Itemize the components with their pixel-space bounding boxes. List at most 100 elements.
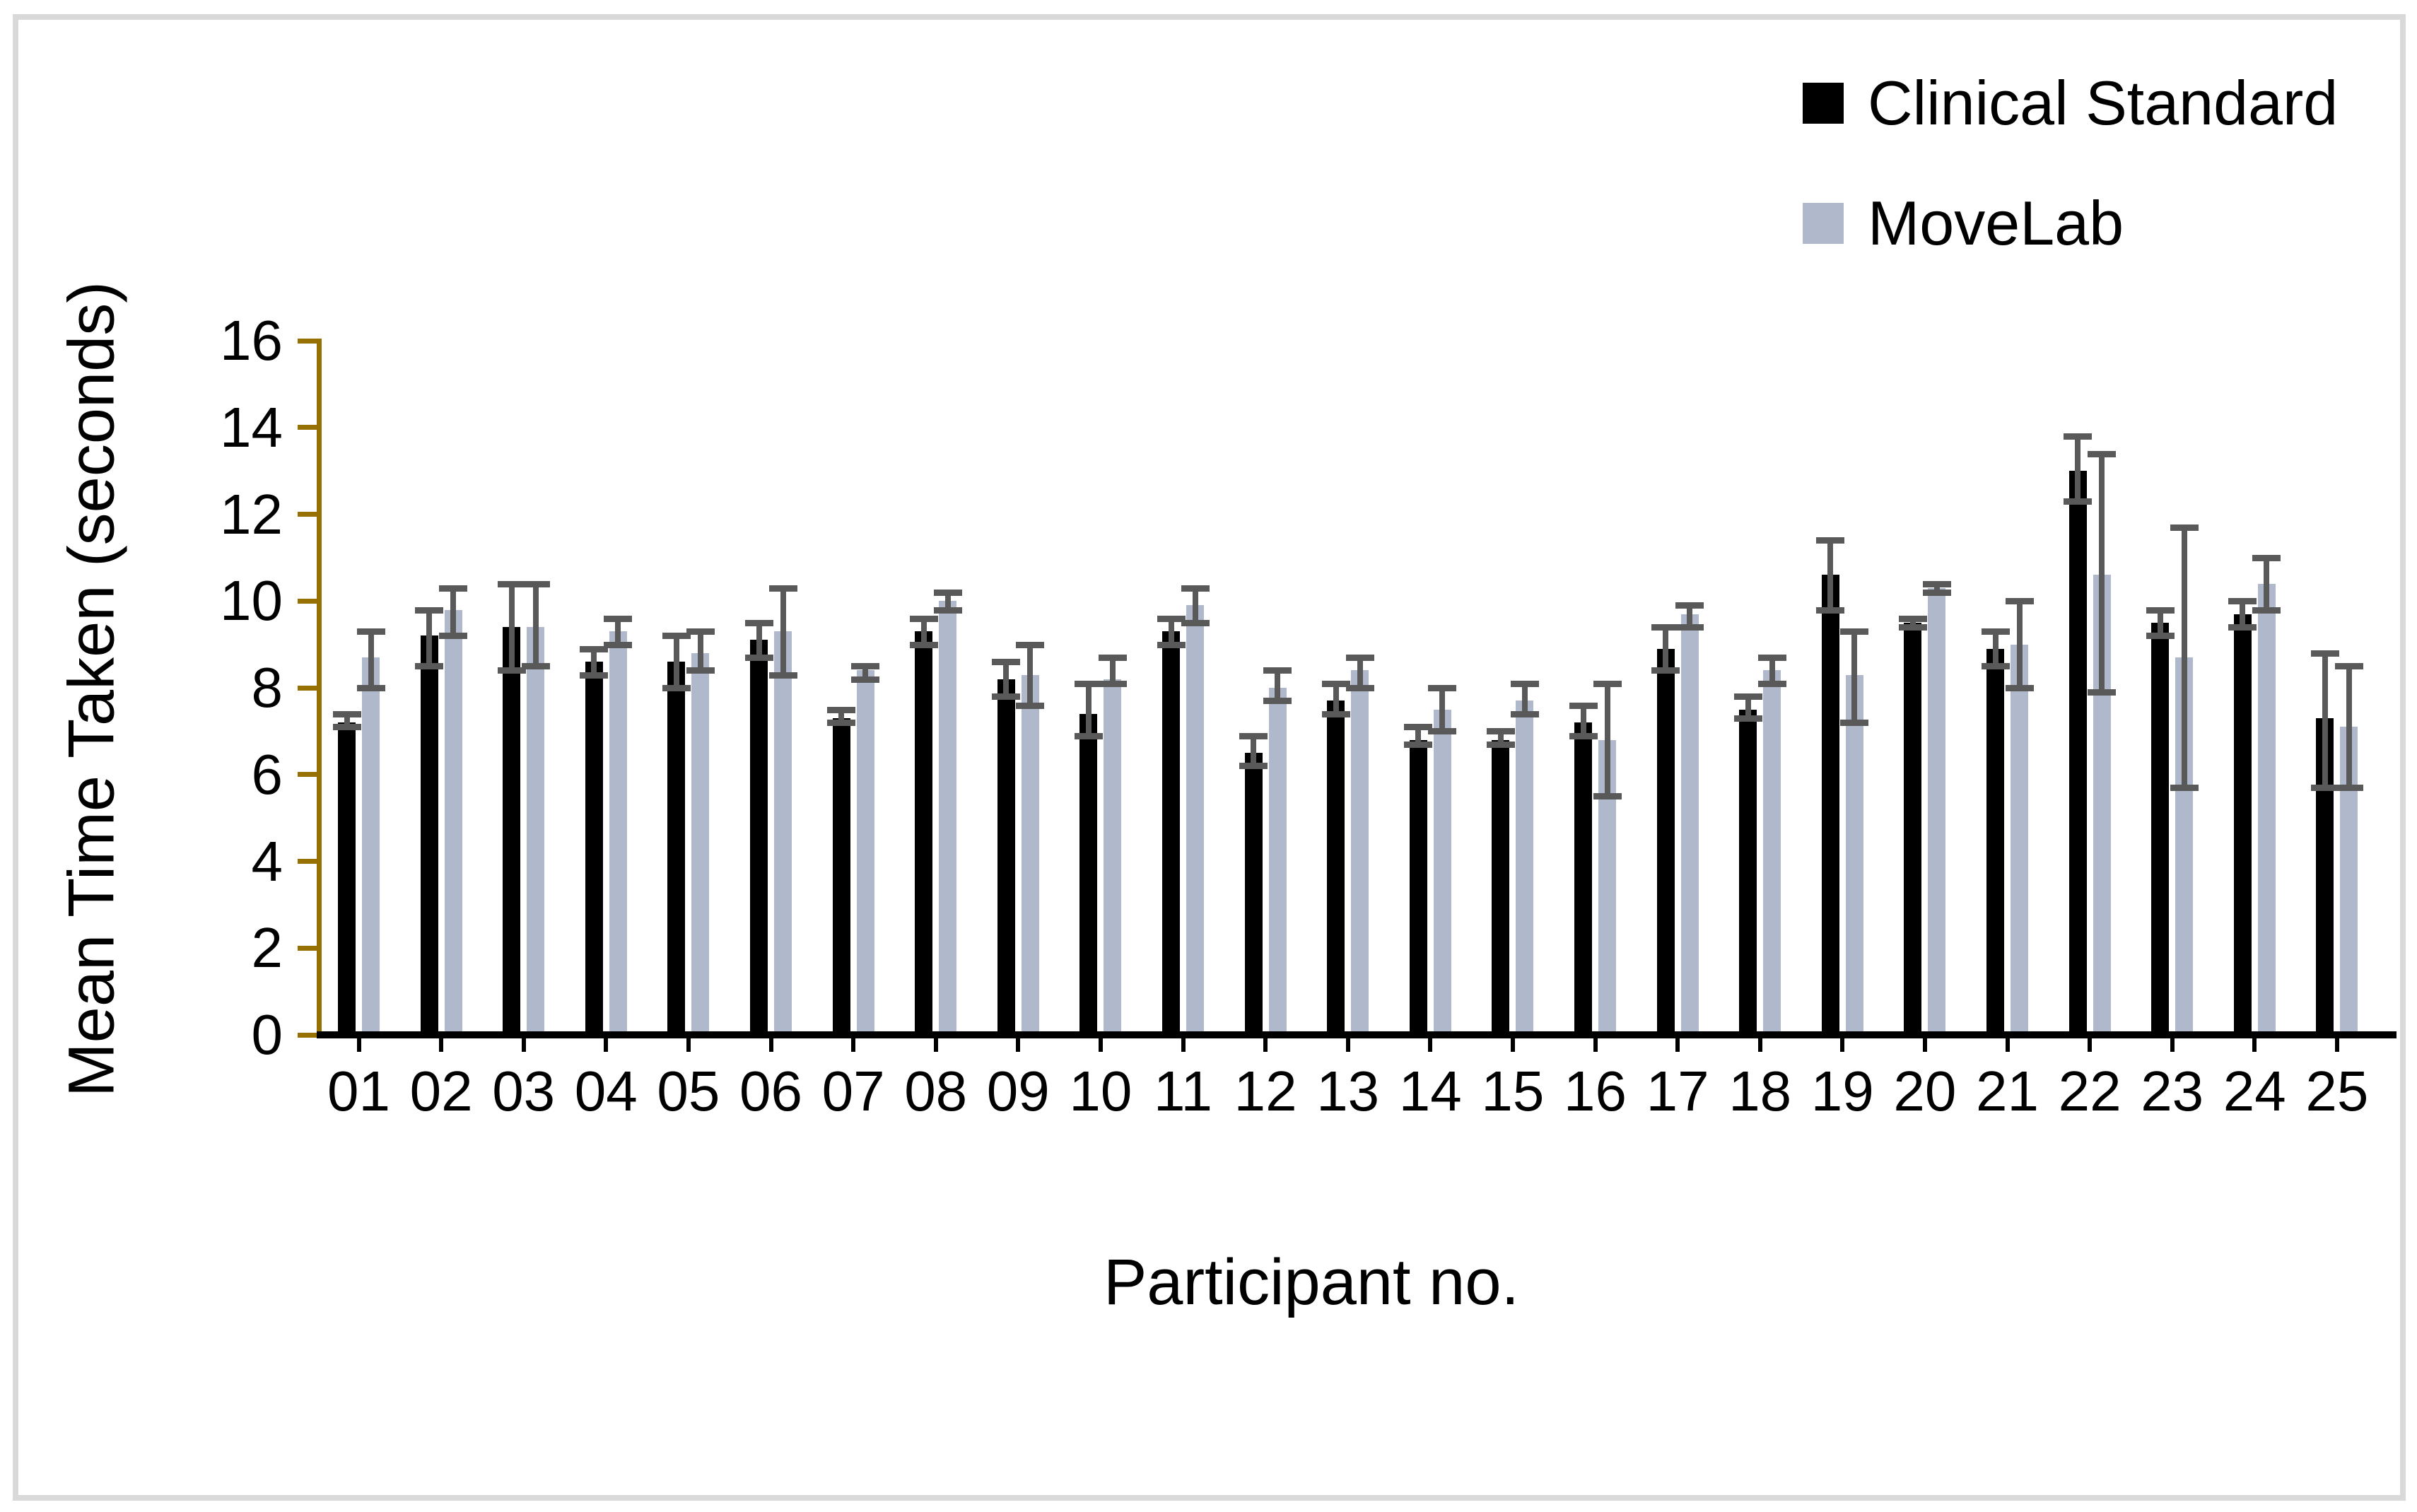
- x-tick-label: 01: [327, 1060, 390, 1123]
- errorbar-cap-bottom-21: [1981, 663, 2010, 670]
- errorbar-line-12: [1251, 735, 1257, 766]
- errorbar-line-23: [2157, 609, 2163, 636]
- bar-movelab-11: [1186, 605, 1204, 1033]
- errorbar-cap-top-17: [1675, 602, 1704, 609]
- bar-clinical-standard-21: [1986, 648, 2004, 1033]
- errorbar-line-12: [1275, 670, 1281, 701]
- errorbar-line-06: [780, 587, 786, 675]
- x-tick: [1593, 1038, 1598, 1052]
- errorbar-line-01: [344, 713, 350, 727]
- errorbar-line-19: [1851, 631, 1858, 723]
- bar-clinical-standard-07: [832, 717, 850, 1033]
- errorbar-line-09: [1003, 662, 1009, 697]
- errorbar-cap-bottom-11: [1157, 641, 1186, 648]
- errorbar-cap-bottom-17: [1675, 624, 1704, 631]
- x-tick: [1181, 1038, 1186, 1052]
- errorbar-cap-bottom-01: [356, 685, 385, 691]
- bar-movelab-06: [774, 631, 792, 1033]
- bar-clinical-standard-23: [2151, 622, 2170, 1033]
- bar-movelab-20: [1928, 587, 1946, 1033]
- errorbar-cap-top-25: [2310, 650, 2339, 657]
- bar-clinical-standard-09: [997, 679, 1015, 1033]
- bar-movelab-07: [856, 670, 874, 1033]
- x-tick-label: 21: [1976, 1060, 2039, 1123]
- y-tick-label: 14: [220, 395, 283, 459]
- errorbar-cap-top-08: [909, 615, 938, 622]
- bar-clinical-standard-10: [1079, 713, 1098, 1033]
- x-tick-label: 03: [492, 1060, 556, 1123]
- x-tick: [439, 1038, 444, 1052]
- y-tick: [298, 598, 317, 604]
- errorbar-cap-bottom-07: [827, 720, 856, 727]
- errorbar-cap-top-01: [332, 710, 361, 717]
- errorbar-line-13: [1333, 683, 1339, 714]
- bar-movelab-02: [444, 609, 462, 1033]
- bar-clinical-standard-12: [1244, 753, 1263, 1033]
- bar-clinical-standard-11: [1162, 631, 1180, 1033]
- errorbar-cap-bottom-06: [744, 655, 773, 662]
- y-tick: [298, 1032, 317, 1038]
- errorbar-cap-bottom-20: [1922, 589, 1951, 596]
- errorbar-cap-bottom-22: [2064, 498, 2093, 505]
- errorbar-line-22: [2075, 436, 2081, 502]
- x-tick: [933, 1038, 938, 1052]
- errorbar-cap-bottom-19: [1816, 606, 1845, 614]
- x-tick: [851, 1038, 856, 1052]
- errorbar-cap-bottom-25: [2334, 785, 2363, 792]
- bar-clinical-standard-24: [2233, 614, 2252, 1033]
- bar-movelab-19: [1845, 674, 1863, 1033]
- y-tick-label: 10: [220, 569, 283, 633]
- errorbar-cap-bottom-25: [2310, 785, 2339, 792]
- errorbar-cap-bottom-07: [851, 676, 880, 683]
- x-tick-label: 25: [2305, 1060, 2369, 1123]
- y-tick: [298, 859, 317, 864]
- errorbar-cap-top-13: [1321, 680, 1350, 687]
- errorbar-line-15: [1497, 731, 1504, 744]
- errorbar-line-14: [1415, 727, 1422, 744]
- errorbar-line-15: [1521, 683, 1528, 714]
- errorbar-line-20: [1933, 583, 1940, 592]
- x-tick-label: 18: [1728, 1060, 1792, 1123]
- y-tick-label: 16: [220, 309, 283, 372]
- figure-border: [13, 14, 2406, 1501]
- errorbar-cap-top-05: [662, 633, 691, 640]
- errorbar-cap-bottom-01: [332, 724, 361, 731]
- errorbar-cap-bottom-10: [1098, 680, 1127, 687]
- errorbar-line-23: [2181, 527, 2187, 788]
- errorbar-cap-top-04: [580, 645, 609, 652]
- bar-movelab-08: [939, 601, 957, 1033]
- errorbar-cap-top-09: [1016, 641, 1045, 648]
- errorbar-cap-top-03: [521, 580, 550, 587]
- errorbar-cap-top-12: [1263, 667, 1292, 674]
- errorbar-cap-top-12: [1239, 732, 1268, 739]
- x-tick-label: 10: [1069, 1060, 1133, 1123]
- errorbar-line-05: [697, 631, 703, 671]
- bar-clinical-standard-05: [667, 662, 686, 1033]
- errorbar-cap-bottom-13: [1321, 710, 1350, 717]
- bar-clinical-standard-19: [1821, 575, 1839, 1033]
- errorbar-cap-top-25: [2334, 663, 2363, 670]
- errorbar-cap-top-06: [768, 585, 797, 592]
- bar-movelab-18: [1763, 670, 1781, 1033]
- errorbar-cap-top-22: [2088, 450, 2117, 457]
- y-tick: [298, 945, 317, 951]
- errorbar-cap-top-23: [2170, 524, 2199, 531]
- x-tick: [356, 1038, 361, 1052]
- errorbar-line-05: [673, 635, 679, 688]
- errorbar-line-20: [1909, 618, 1916, 628]
- errorbar-cap-bottom-04: [580, 672, 609, 679]
- x-tick: [2252, 1038, 2257, 1052]
- x-tick: [1345, 1038, 1350, 1052]
- errorbar-cap-bottom-21: [2005, 685, 2034, 691]
- errorbar-cap-bottom-24: [2228, 624, 2257, 631]
- errorbar-line-08: [920, 618, 927, 645]
- errorbar-cap-bottom-08: [909, 641, 938, 648]
- errorbar-cap-bottom-16: [1593, 793, 1622, 800]
- errorbar-line-04: [591, 648, 597, 675]
- errorbar-line-09: [1027, 644, 1034, 705]
- bar-clinical-standard-14: [1409, 739, 1427, 1033]
- errorbar-cap-top-24: [2252, 554, 2281, 561]
- x-tick: [2170, 1038, 2175, 1052]
- x-tick: [2005, 1038, 2010, 1052]
- errorbar-cap-top-07: [827, 706, 856, 713]
